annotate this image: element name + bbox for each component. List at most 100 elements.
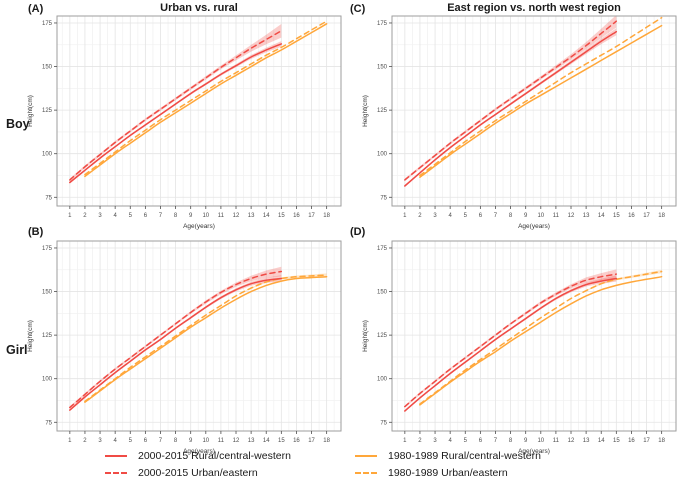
svg-text:11: 11 bbox=[218, 438, 225, 444]
svg-text:15: 15 bbox=[278, 438, 285, 444]
svg-text:75: 75 bbox=[45, 420, 52, 426]
x-axis-title: Age(years) bbox=[518, 448, 550, 455]
svg-text:17: 17 bbox=[308, 438, 315, 444]
ci-ribbon-3 bbox=[69, 24, 282, 182]
svg-text:9: 9 bbox=[524, 438, 528, 444]
x-axis-title: Age(years) bbox=[183, 223, 215, 230]
svg-text:75: 75 bbox=[380, 420, 387, 426]
svg-text:175: 175 bbox=[42, 21, 53, 27]
svg-text:4: 4 bbox=[113, 213, 117, 219]
svg-text:18: 18 bbox=[323, 438, 330, 444]
svg-text:75: 75 bbox=[45, 195, 52, 201]
chart-slot-c: 1 2 3 4 5 6 7 8 9 10 11 12 13 14 15 16 17 18 75 100 125 150 17… bbox=[358, 12, 682, 232]
series-line-2 bbox=[69, 43, 283, 184]
svg-text:13: 13 bbox=[248, 438, 255, 444]
svg-text:17: 17 bbox=[643, 438, 650, 444]
svg-text:8: 8 bbox=[174, 438, 178, 444]
legend-item-1980-urban: 1980-1989 Urban/eastern bbox=[355, 464, 655, 481]
svg-text:150: 150 bbox=[42, 290, 53, 296]
grid-minor bbox=[57, 241, 341, 431]
x-tick-labels: 1 2 3 4 5 6 7 8 9 10 11 12 13 14 15 16 17 18 bbox=[403, 213, 665, 219]
legend-item-2000-rural: 2000-2015 Rural/central-western bbox=[105, 447, 355, 464]
svg-text:14: 14 bbox=[598, 438, 605, 444]
svg-text:1: 1 bbox=[68, 438, 72, 444]
panel-label-a: (A) bbox=[28, 3, 44, 15]
svg-text:1: 1 bbox=[68, 213, 72, 219]
panel-border bbox=[391, 240, 677, 432]
svg-text:14: 14 bbox=[263, 438, 270, 444]
svg-text:9: 9 bbox=[524, 213, 528, 219]
series-ribbons bbox=[69, 24, 282, 184]
legend-item-2000-urban: 2000-2015 Urban/eastern bbox=[105, 464, 355, 481]
svg-text:16: 16 bbox=[628, 438, 635, 444]
svg-text:12: 12 bbox=[568, 213, 575, 219]
panel-b-chart: 1 2 3 4 5 6 7 8 9 10 11 12 13 14 15 16 17 187510012515017… bbox=[27, 240, 342, 455]
title-urban-vs-rural: Urban vs. rural bbox=[160, 2, 238, 14]
series-line-1 bbox=[419, 270, 663, 405]
y-axis-title: Height(cm) bbox=[362, 95, 369, 127]
series-lines bbox=[404, 270, 663, 412]
svg-text:10: 10 bbox=[537, 213, 544, 219]
svg-text:1: 1 bbox=[403, 213, 407, 219]
grid-major bbox=[392, 16, 676, 206]
grid-minor bbox=[392, 16, 676, 206]
y-axis-title: Height(cm) bbox=[362, 320, 369, 352]
legend-key-dashed-red-icon bbox=[105, 471, 127, 474]
legend-item-1980-rural: 1980-1989 Rural/central-western bbox=[355, 447, 655, 464]
svg-text:2: 2 bbox=[418, 438, 422, 444]
svg-text:2: 2 bbox=[83, 438, 87, 444]
svg-text:17: 17 bbox=[308, 213, 315, 219]
svg-text:15: 15 bbox=[613, 438, 620, 444]
series-line-0 bbox=[419, 24, 663, 178]
svg-text:16: 16 bbox=[293, 213, 300, 219]
svg-text:5: 5 bbox=[129, 213, 133, 219]
series-lines bbox=[69, 20, 328, 184]
svg-text:13: 13 bbox=[248, 213, 255, 219]
panel-c-chart: 1 2 3 4 5 6 7 8 9 10 11 12 13 14 15 16 17 187510012515017… bbox=[362, 15, 677, 230]
panel-border bbox=[56, 15, 342, 207]
svg-text:12: 12 bbox=[233, 438, 240, 444]
chart-slot-a: 1 2 3 4 5 6 7 8 9 10 11 12 13 14 15 16 17 18 75 100 125 150 17… bbox=[23, 12, 347, 232]
y-axis-title: Height(cm) bbox=[27, 95, 34, 127]
panel-label-d: (D) bbox=[350, 226, 366, 238]
svg-text:150: 150 bbox=[377, 65, 388, 71]
svg-text:125: 125 bbox=[42, 333, 53, 339]
row-label-boy: Boy bbox=[6, 117, 30, 131]
axis-ticks bbox=[54, 22, 328, 209]
svg-text:5: 5 bbox=[464, 438, 468, 444]
svg-text:4: 4 bbox=[448, 213, 452, 219]
panel-label-c: (C) bbox=[350, 3, 366, 15]
series-line-1 bbox=[84, 20, 328, 176]
svg-text:11: 11 bbox=[218, 213, 225, 219]
legend-key-solid-orange-icon bbox=[355, 454, 377, 457]
svg-text:9: 9 bbox=[189, 213, 193, 219]
svg-text:175: 175 bbox=[42, 246, 53, 252]
panel-label-b: (B) bbox=[28, 226, 44, 238]
svg-text:175: 175 bbox=[377, 21, 388, 27]
panel-border bbox=[56, 240, 342, 432]
svg-text:7: 7 bbox=[494, 213, 498, 219]
series-line-0 bbox=[84, 23, 328, 178]
svg-text:125: 125 bbox=[377, 108, 388, 114]
grid-major bbox=[57, 241, 341, 431]
legend: 2000-2015 Rural/central-western 2000-201… bbox=[105, 447, 655, 481]
legend-key-solid-red-icon bbox=[105, 454, 127, 457]
series-line-0 bbox=[419, 275, 663, 406]
svg-text:2: 2 bbox=[83, 213, 87, 219]
series-line-0 bbox=[84, 275, 328, 403]
svg-text:11: 11 bbox=[553, 213, 560, 219]
x-axis-title: Age(years) bbox=[518, 223, 550, 230]
svg-text:175: 175 bbox=[377, 246, 388, 252]
svg-text:6: 6 bbox=[144, 438, 148, 444]
series-line-3 bbox=[404, 20, 618, 181]
svg-text:8: 8 bbox=[174, 213, 178, 219]
row-label-girl: Girl bbox=[6, 343, 28, 357]
series-lines bbox=[69, 270, 328, 411]
svg-text:13: 13 bbox=[583, 213, 590, 219]
x-tick-labels: 1 2 3 4 5 6 7 8 9 10 11 12 13 14 15 16 17 18 bbox=[68, 438, 330, 444]
svg-text:14: 14 bbox=[598, 213, 605, 219]
svg-text:1: 1 bbox=[403, 438, 407, 444]
legend-key-dashed-orange-icon bbox=[355, 471, 377, 474]
axis-ticks bbox=[389, 247, 663, 434]
grid-major bbox=[392, 241, 676, 431]
